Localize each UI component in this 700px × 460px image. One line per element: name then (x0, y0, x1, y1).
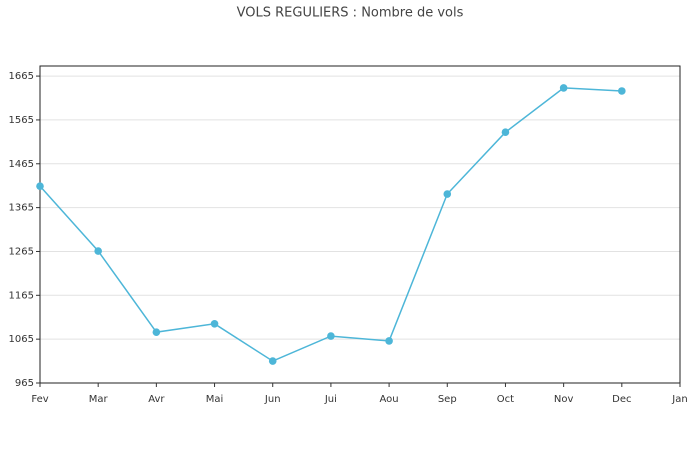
y-tick-label: 1665 (9, 71, 34, 82)
point (385, 337, 393, 345)
y-tick-label: 1565 (9, 115, 34, 126)
point (618, 87, 626, 95)
point (501, 128, 510, 137)
point (152, 328, 161, 336)
point (268, 357, 277, 365)
x-tick-label: Mar (89, 394, 109, 405)
x-tick-label: Mai (206, 394, 224, 405)
y-tick-label: 1365 (9, 203, 34, 214)
point (94, 247, 102, 255)
y-tick-label: 1165 (9, 290, 34, 301)
x-tick-label: Fev (31, 394, 48, 405)
point (210, 320, 219, 328)
x-tick-label: Dec (612, 394, 631, 405)
y-tick-label: 1065 (9, 334, 34, 345)
x-tick-label: Oct (497, 394, 514, 405)
plot-frame (39, 65, 681, 384)
point (36, 182, 44, 190)
x-tick-label: Avr (148, 394, 165, 405)
point (443, 190, 452, 198)
line (39, 87, 622, 362)
x-tick-label: Nov (554, 394, 574, 405)
y-tick-label: 965 (15, 378, 34, 389)
y-tick-label: 1265 (9, 246, 34, 257)
chart-title: VOLS REGULIERS : Nombre de vols (237, 6, 464, 21)
x-tick-label: Aou (380, 394, 399, 405)
x-tick-label: Jan (671, 394, 687, 405)
x-tick-label: Jun (264, 394, 281, 405)
x-tick-label: Jui (324, 394, 337, 405)
point (327, 332, 335, 340)
y-tick-label: 1465 (9, 159, 34, 170)
point (559, 84, 568, 92)
x-tick-label: Sep (438, 394, 457, 405)
